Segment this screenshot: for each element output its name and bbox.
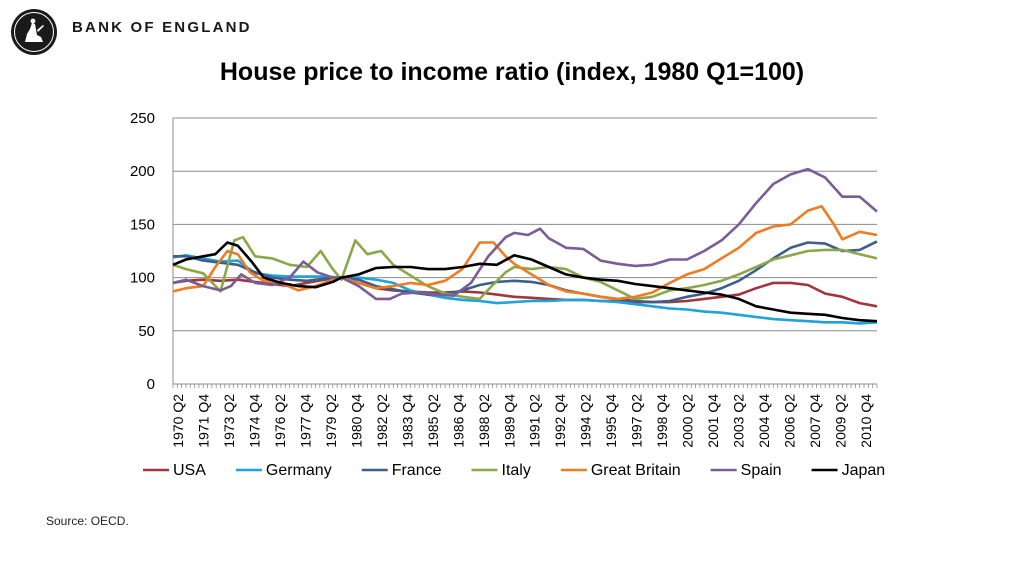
x-tick-label: 2009 Q2 (833, 394, 849, 448)
y-tick-label: 200 (130, 163, 155, 180)
x-tick-label: 1998 Q4 (654, 394, 670, 448)
legend-label-great-britain: Great Britain (591, 462, 681, 479)
legend-label-italy: Italy (502, 462, 531, 479)
y-tick-label: 100 (130, 270, 155, 287)
x-tick-label: 2003 Q2 (731, 394, 747, 448)
y-tick-label: 50 (138, 323, 155, 340)
y-tick-label: 250 (130, 110, 155, 127)
x-tick-label: 1989 Q4 (501, 394, 517, 448)
x-tick-label: 1983 Q4 (399, 394, 415, 448)
bank-name: BANK OF ENGLAND (72, 19, 252, 36)
line-chart: 0 50 100 150 200 250 1970 Q2 1971 Q4 1973 Q2 1974… (130, 110, 886, 479)
legend-label-usa: USA (173, 462, 206, 479)
legend-label-germany: Germany (266, 462, 332, 479)
x-tick-label: 1971 Q4 (195, 394, 211, 448)
legend-label-japan: Japan (842, 462, 886, 479)
series-line-germany (172, 254, 878, 325)
series-line-great-britain (172, 205, 878, 301)
x-tick-label: 1977 Q4 (297, 394, 313, 448)
x-tick-label: 2006 Q2 (782, 394, 798, 448)
x-tick-label: 1973 Q2 (221, 394, 237, 448)
x-tick-label: 2004 Q4 (756, 394, 772, 448)
x-tick-label: 2001 Q4 (705, 394, 721, 448)
x-tick-label: 1994 Q2 (578, 394, 594, 448)
legend-label-france: France (392, 462, 442, 479)
series-line-japan (172, 241, 878, 323)
x-tick-label: 1997 Q2 (629, 394, 645, 448)
x-tick-label: 1976 Q2 (272, 394, 288, 448)
x-tick-label: 1986 Q4 (450, 394, 466, 448)
legend-label-spain: Spain (741, 462, 782, 479)
x-tick-label: 1991 Q2 (527, 394, 543, 448)
x-tick-label: 1982 Q2 (374, 394, 390, 448)
series-line-spain (172, 167, 878, 301)
x-tick-label: 1980 Q4 (348, 394, 364, 448)
x-tick-label: 1979 Q2 (323, 394, 339, 448)
source-note: Source: OECD. (46, 514, 129, 528)
x-tick-label: 2010 Q4 (858, 394, 874, 448)
x-tick-label: 1974 Q4 (246, 394, 262, 448)
x-tick-label: 1995 Q4 (603, 394, 619, 448)
x-tick-label: 1970 Q2 (170, 394, 186, 448)
bank-of-england-logo (11, 9, 57, 55)
y-tick-label: 150 (130, 216, 155, 233)
x-tick-label: 2007 Q4 (807, 394, 823, 448)
series-line-italy (172, 235, 878, 301)
x-tick-label: 1992 Q4 (552, 394, 568, 448)
x-tick-label: 1988 Q2 (476, 394, 492, 448)
chart-title: House price to income ratio (index, 1980… (219, 58, 805, 86)
x-tick-label: 1985 Q2 (425, 394, 441, 448)
y-tick-label: 0 (147, 376, 155, 393)
x-tick-label: 2000 Q2 (680, 394, 696, 448)
